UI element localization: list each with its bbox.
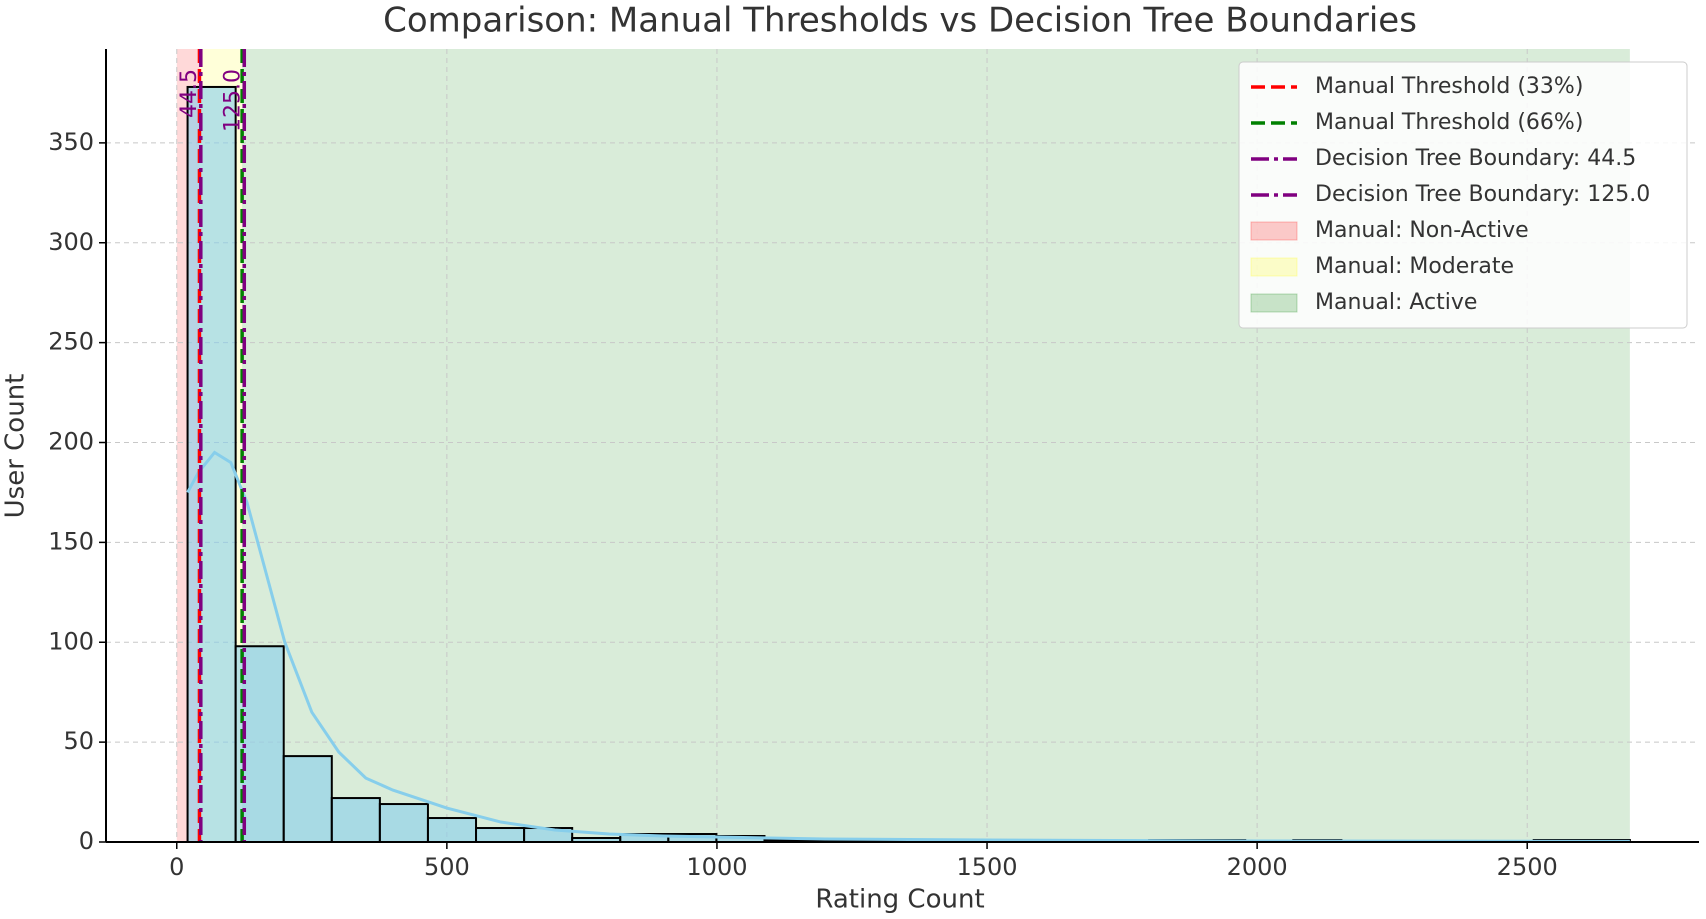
bar [378,803,429,843]
kde-line [186,450,1630,843]
y-tick-label: 250 [48,328,94,356]
x-tick-label: 2500 [1497,853,1558,881]
legend-swatch [1250,293,1298,313]
boundary-annotation: 44.5 [177,69,202,118]
legend-label: Manual Threshold (33%) [1315,74,1583,99]
y-tick-label: 0 [79,827,94,855]
legend-label: Manual: Active [1315,290,1477,315]
y-tick-label: 200 [48,428,94,456]
y-tick-label: 350 [48,128,94,156]
legend: Manual Threshold (33%) Manual Threshold (… [1238,61,1688,329]
legend-label: Manual: Moderate [1315,254,1514,279]
x-tick-label: 1000 [686,853,747,881]
y-tick-label: 150 [48,527,94,555]
legend-label: Manual: Non-Active [1315,218,1529,243]
legend-swatch [1250,257,1298,277]
bar [282,755,333,844]
x-axis-label: Rating Count [815,885,984,915]
y-tick-label: 50 [63,727,94,755]
legend-label: Decision Tree Boundary: 125.0 [1315,182,1650,207]
bar [186,85,237,843]
bar [426,817,478,843]
y-axis-label: User Count [1,374,31,519]
x-tick-label: 0 [169,853,184,881]
legend-box [1238,61,1688,329]
legend-label: Decision Tree Boundary: 44.5 [1315,146,1636,171]
y-tick-label: 100 [48,627,94,655]
bar [475,827,526,844]
boundary-annotation: 125.0 [220,69,245,132]
y-tick-label: 300 [48,228,94,256]
legend-swatch [1250,221,1298,241]
x-tick-label: 2000 [1227,853,1288,881]
bar [330,797,381,844]
legend-label: Manual Threshold (66%) [1315,110,1583,135]
x-tick-label: 500 [424,853,470,881]
x-tick-label: 1500 [956,853,1017,881]
chart-title: Comparison: Manual Thresholds vs Decisio… [383,1,1417,41]
